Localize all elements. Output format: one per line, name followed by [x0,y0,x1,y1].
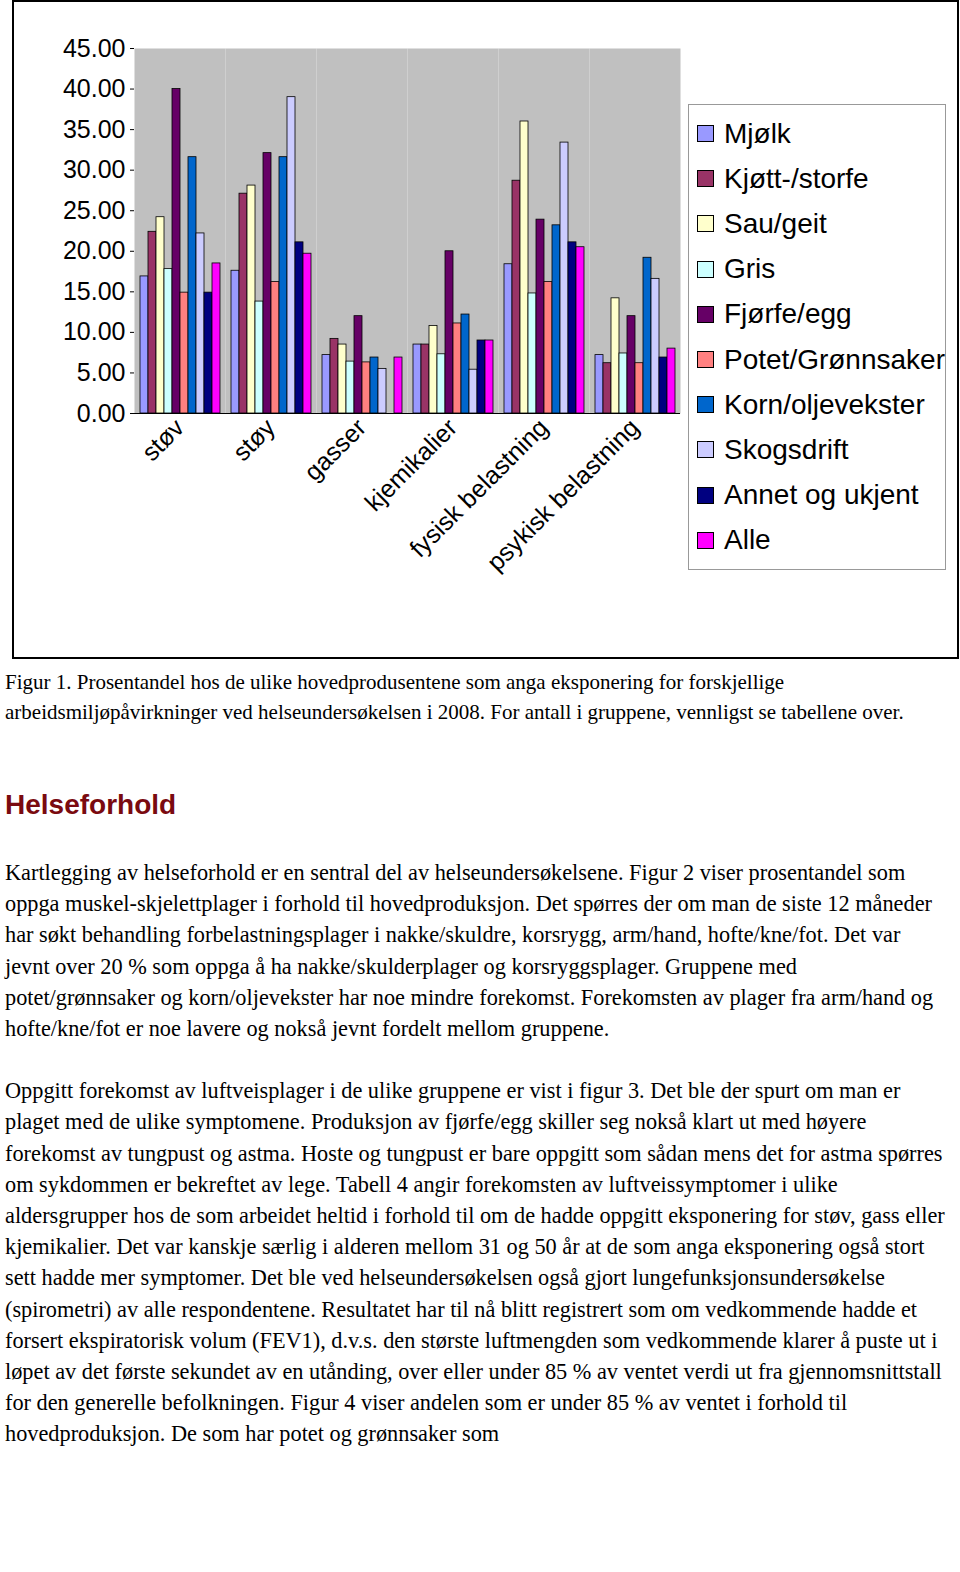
svg-text:5.00: 5.00 [77,358,126,386]
svg-text:30.00: 30.00 [63,155,126,183]
html-text:Potet/Grønnsaker: Potet/Grønnsaker [724,343,945,375]
html-text:Kjøtt-/storfe: Kjøtt-/storfe [724,162,869,194]
svg-text:45.00: 45.00 [63,34,126,62]
svg-text:0.00: 0.00 [77,399,126,427]
html-text:Fjørfe/egg: Fjørfe/egg [724,298,852,330]
svg-text:gasser: gasser [298,413,371,486]
svg-text:støy: støy [227,413,281,467]
svg-text:psykisk belastning: psykisk belastning [481,413,644,576]
html-text:Oppgitt forekomst av luftveisp: Oppgitt forekomst av luftveisplager i de… [5,1078,945,1447]
svg-text:10.00: 10.00 [63,317,126,345]
svg-text:kjemikalier: kjemikalier [358,412,463,517]
html-text:Kartlegging av helseforhold er: Kartlegging av helseforhold er en sentra… [5,860,934,1041]
html-text:Skogsdrift: Skogsdrift [724,433,849,465]
html-text:Gris: Gris [724,253,776,285]
html-text:Alle: Alle [724,524,771,556]
svg-text:40.00: 40.00 [63,74,126,102]
svg-text:25.00: 25.00 [63,196,126,224]
html-text:Korn/oljevekster: Korn/oljevekster [724,388,925,420]
html-text:Mjølk: Mjølk [724,117,791,149]
html-text:Annet og ukjent: Annet og ukjent [724,479,919,511]
html-text:Figur 1. Prosentandel hos de u: Figur 1. Prosentandel hos de ulike hoved… [5,670,904,724]
html-text:Sau/geit: Sau/geit [724,208,827,239]
svg-text:fysisk belastning: fysisk belastning [403,412,554,563]
html-text:Helseforhold: Helseforhold [5,789,177,820]
svg-text:15.00: 15.00 [63,277,126,305]
svg-text:35.00: 35.00 [63,115,126,143]
svg-text:støv: støv [136,413,190,467]
svg-text:20.00: 20.00 [63,236,126,264]
